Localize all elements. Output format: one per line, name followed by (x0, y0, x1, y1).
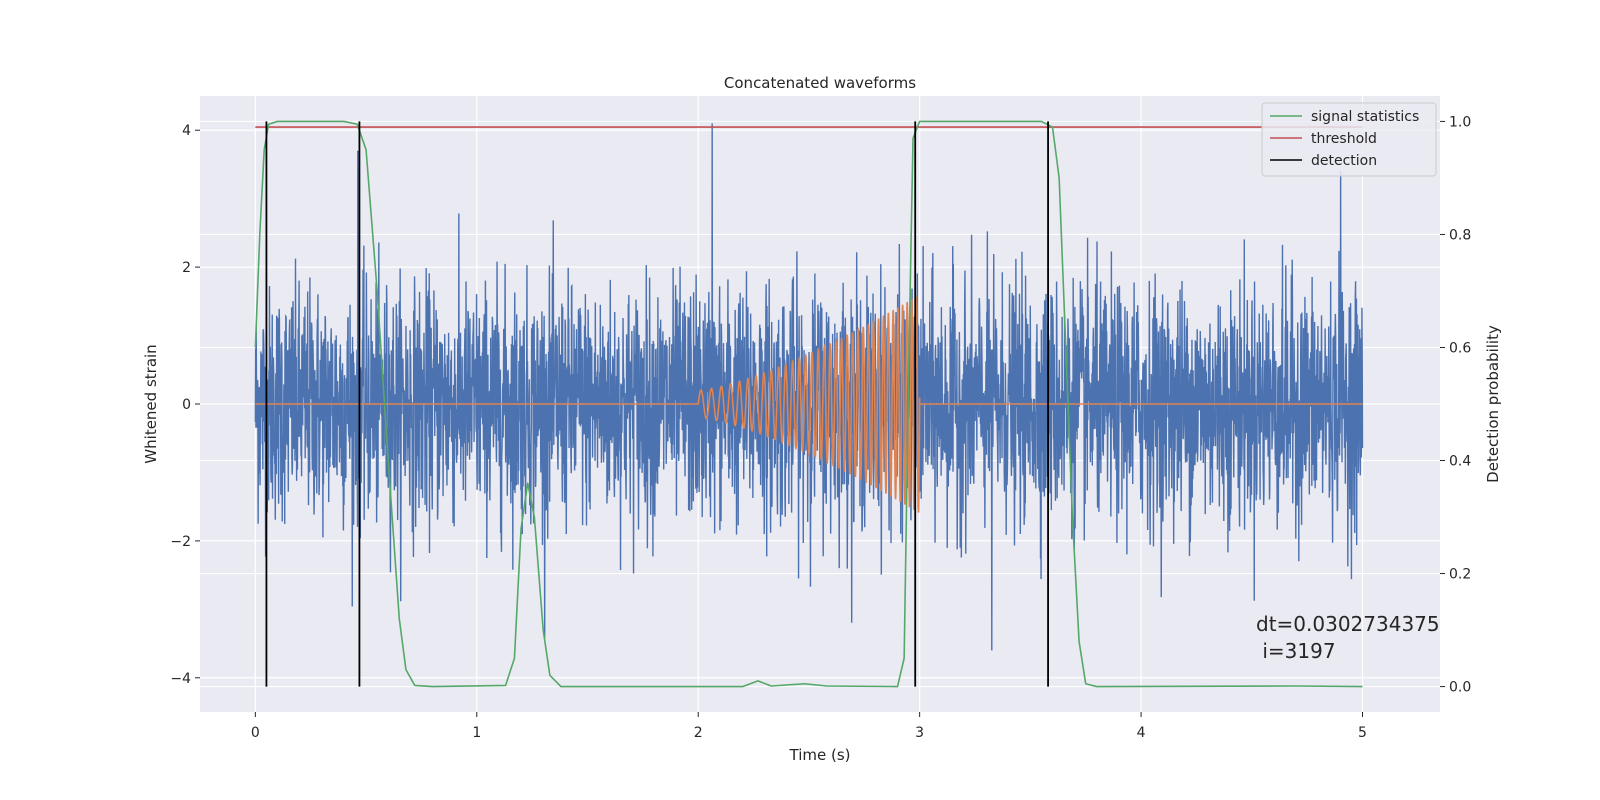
chart-title: Concatenated waveforms (724, 74, 916, 92)
x-axis: 0 1 2 3 4 5 (251, 712, 1367, 741)
right-tick-label: 0.0 (1449, 680, 1471, 696)
x-tick-label: 2 (694, 725, 703, 741)
series-layer (254, 120, 1364, 688)
noise-series-line (254, 123, 1364, 651)
chirp-series-line (255, 296, 1363, 513)
legend: signal statistics threshold detection (1261, 102, 1437, 177)
x-tick-label: 3 (915, 725, 924, 741)
x-axis-title: Time (s) (789, 746, 851, 764)
grid-lines (200, 96, 1440, 712)
legend-label-threshold: threshold (1311, 131, 1377, 147)
legend-label-detection: detection (1311, 153, 1377, 169)
left-tick-label: 4 (182, 123, 191, 139)
legend-box (1261, 102, 1437, 177)
left-tick-label: 2 (182, 260, 191, 276)
right-tick-label: 0.8 (1449, 227, 1471, 243)
signal-statistics-line (254, 120, 1363, 688)
annotation-dt: dt=0.0302734375 (1256, 612, 1440, 636)
right-tick-label: 1.0 (1449, 114, 1471, 130)
right-tick-label: 0.4 (1449, 454, 1471, 470)
x-tick-label: 4 (1137, 725, 1146, 741)
annotation-i: i=3197 (1256, 639, 1336, 663)
left-tick-label: −2 (170, 534, 191, 550)
left-tick-label: −4 (170, 671, 191, 687)
x-tick-label: 5 (1358, 725, 1367, 741)
right-tick-label: 0.2 (1449, 567, 1471, 583)
right-y-axis-title: Detection probability (1484, 325, 1502, 483)
left-y-axis-title: Whitened strain (142, 344, 160, 463)
left-tick-label: 0 (182, 397, 191, 413)
x-tick-label: 0 (251, 725, 260, 741)
right-y-axis: 0.0 0.2 0.4 0.6 0.8 1.0 (1440, 114, 1471, 696)
legend-label-signal-statistics: signal statistics (1311, 109, 1419, 125)
right-tick-label: 0.6 (1449, 340, 1471, 356)
x-tick-label: 1 (472, 725, 481, 741)
left-y-axis: −4 −2 0 2 4 (170, 123, 200, 687)
